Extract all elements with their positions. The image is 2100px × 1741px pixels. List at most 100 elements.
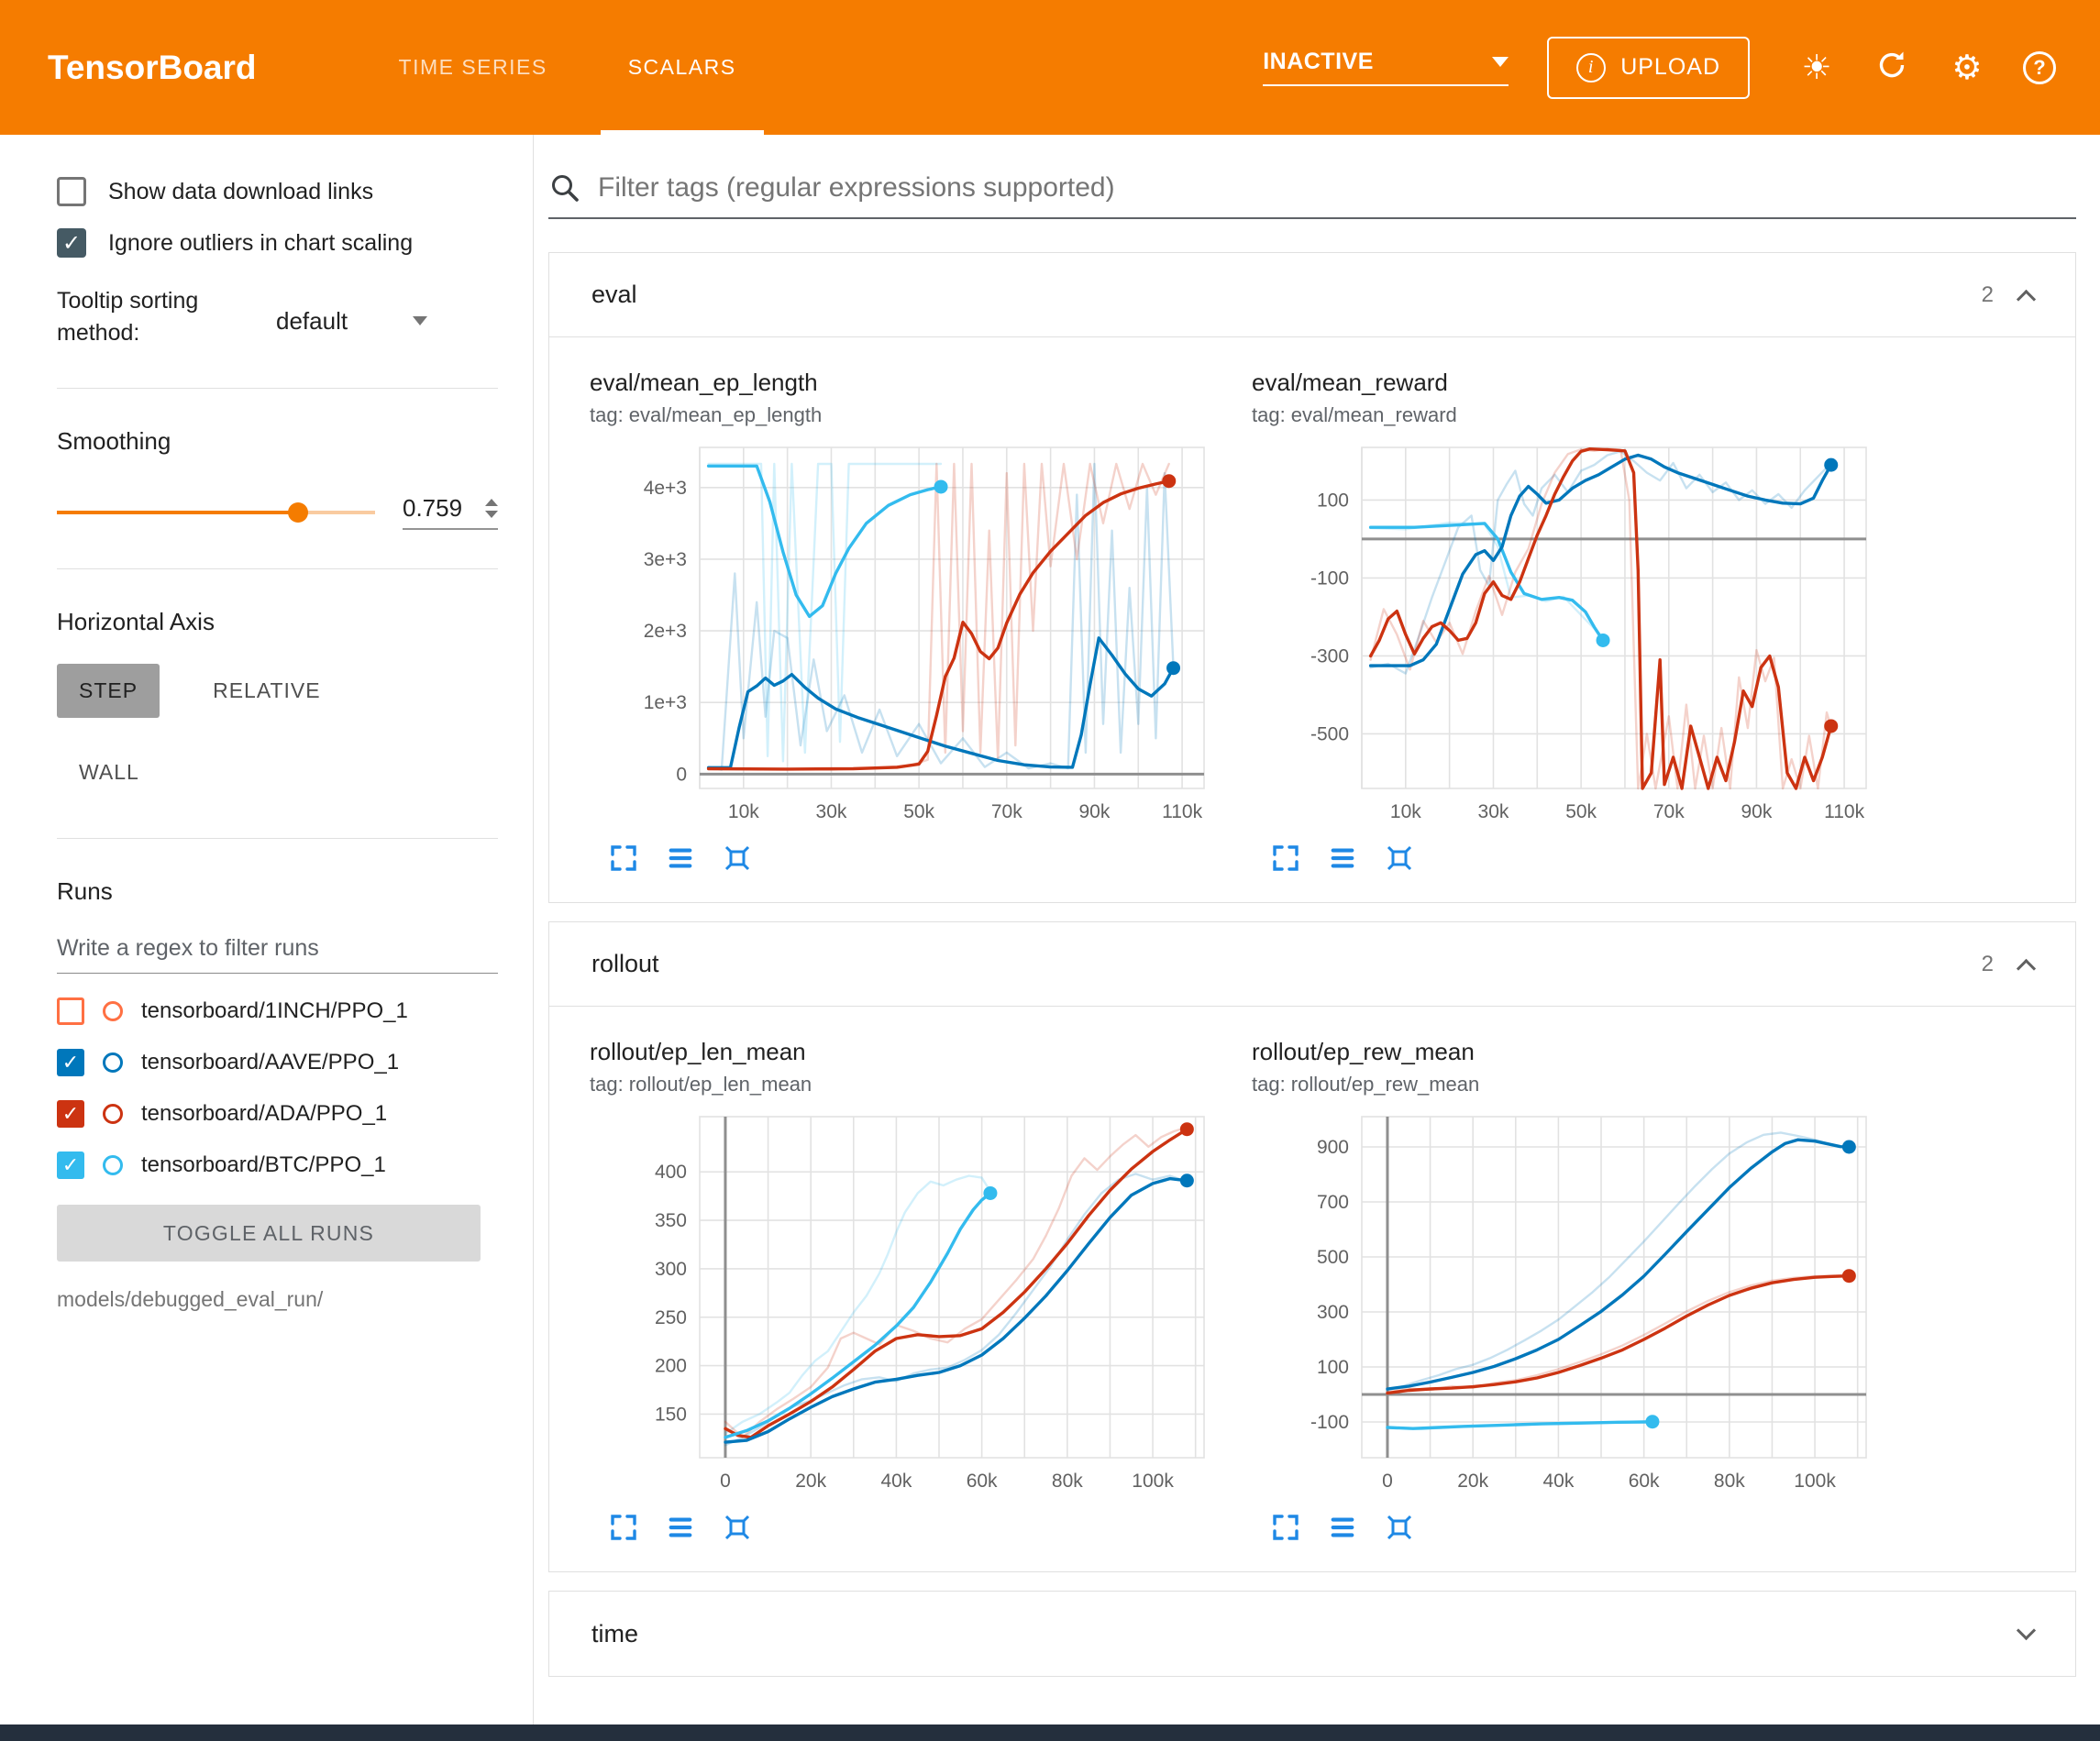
show-download-links-row[interactable]: Show data download links — [57, 177, 498, 206]
dropdown-caret-icon — [413, 316, 427, 325]
svg-text:110k: 110k — [1162, 801, 1202, 822]
ignore-outliers-checkbox[interactable]: ✓ — [57, 228, 86, 258]
run-row[interactable]: ✓ tensorboard/BTC/PPO_1 — [57, 1151, 498, 1179]
section-title: eval — [591, 281, 637, 308]
svg-text:2e+3: 2e+3 — [644, 621, 687, 642]
settings-gear-icon[interactable]: ⚙ — [1951, 49, 1983, 86]
axis-step-button[interactable]: STEP — [57, 664, 160, 718]
chart-canvas[interactable]: 0 20k 40k 60k 80k 100k 150 200 250 300 350 400 — [590, 1107, 1232, 1500]
svg-text:50k: 50k — [903, 801, 934, 822]
ignore-outliers-row[interactable]: ✓ Ignore outliers in chart scaling — [57, 228, 498, 258]
smoothing-slider[interactable] — [57, 501, 375, 523]
run-checkbox[interactable]: ✓ — [57, 1100, 84, 1128]
svg-text:150: 150 — [655, 1404, 687, 1425]
fit-domain-button[interactable] — [1384, 843, 1415, 875]
section-header-eval[interactable]: eval 2 — [549, 253, 2075, 337]
status-dropdown-value: INACTIVE — [1263, 49, 1374, 74]
run-label: tensorboard/AAVE/PPO_1 — [141, 1050, 400, 1074]
svg-text:90k: 90k — [1079, 801, 1111, 822]
cards: eval 2 eval/mean_ep_length tag: eval/mean_e… — [548, 252, 2076, 1724]
toggle-all-runs-button[interactable]: TOGGLE ALL RUNS — [57, 1205, 481, 1262]
chevron-up-icon[interactable] — [2016, 958, 2037, 979]
data-table-button[interactable] — [665, 1513, 696, 1544]
chart-tag: tag: eval/mean_ep_length — [590, 403, 823, 426]
runs-list: tensorboard/1INCH/PPO_1 ✓ tensorboard/AAVE… — [57, 997, 498, 1179]
app-header: TensorBoard TIME SERIES SCALARS INACTIVE… — [0, 0, 2100, 135]
expand-chart-button[interactable] — [1270, 843, 1301, 875]
run-checkbox[interactable] — [57, 997, 84, 1025]
tab-time-series[interactable]: TIME SERIES — [398, 55, 547, 79]
run-label: tensorboard/ADA/PPO_1 — [141, 1101, 388, 1126]
svg-text:40k: 40k — [1542, 1471, 1574, 1492]
chart-canvas[interactable]: 10k 30k 50k 70k 90k 110k 100 -100 -300 -500 — [1252, 438, 1894, 831]
smoothing-value-box[interactable] — [403, 494, 498, 530]
chart-canvas[interactable]: 10k 30k 50k 70k 90k 110k 0 1e+3 2e+3 3e+3 4e+3 — [590, 438, 1232, 831]
section-header-rollout[interactable]: rollout 2 — [549, 922, 2075, 1007]
data-table-button[interactable] — [1327, 1513, 1358, 1544]
chart-tag: tag: eval/mean_reward — [1252, 403, 1457, 426]
upload-button[interactable]: i UPLOAD — [1547, 36, 1750, 99]
axis-wall-button[interactable]: WALL — [57, 745, 161, 799]
content-area: Show data download links ✓ Ignore outlie… — [0, 135, 2100, 1724]
data-table-button[interactable] — [1327, 843, 1358, 875]
tag-filter-input[interactable] — [598, 172, 2076, 204]
section-card-rollout: rollout 2 rollout/ep_len_mean tag: rollout/… — [548, 921, 2076, 1572]
chart-tag: tag: rollout/ep_len_mean — [590, 1073, 812, 1096]
stepper-icons[interactable] — [485, 499, 498, 518]
run-row[interactable]: tensorboard/1INCH/PPO_1 — [57, 997, 498, 1025]
expand-chart-button[interactable] — [1270, 1513, 1301, 1544]
tab-scalars[interactable]: SCALARS — [600, 0, 764, 135]
section-count: 2 — [1981, 281, 1994, 307]
chart-title: rollout/ep_rew_mean — [1252, 1038, 1475, 1065]
svg-text:110k: 110k — [1824, 801, 1864, 822]
help-icon[interactable]: ? — [2023, 50, 2056, 84]
run-checkbox[interactable]: ✓ — [57, 1151, 84, 1179]
status-dropdown[interactable]: INACTIVE — [1263, 49, 1509, 86]
svg-text:0: 0 — [676, 764, 687, 785]
run-row[interactable]: ✓ tensorboard/ADA/PPO_1 — [57, 1100, 498, 1128]
svg-text:100k: 100k — [1132, 1471, 1174, 1492]
svg-text:10k: 10k — [728, 801, 759, 822]
horizontal-axis-label: Horizontal Axis — [57, 608, 215, 635]
show-download-links-checkbox[interactable] — [57, 177, 86, 206]
svg-text:3e+3: 3e+3 — [644, 549, 687, 570]
runs-label: Runs — [57, 877, 113, 905]
tooltip-sorting-label: Tooltip sorting method: — [57, 288, 199, 346]
refresh-icon[interactable] — [1873, 49, 1911, 87]
fit-domain-button[interactable] — [722, 843, 753, 875]
fit-domain-button[interactable] — [722, 1513, 753, 1544]
info-icon: i — [1576, 52, 1607, 83]
runs-filter-input[interactable] — [57, 931, 498, 974]
upload-button-label: UPLOAD — [1620, 54, 1720, 80]
svg-text:500: 500 — [1317, 1247, 1349, 1268]
chart-canvas[interactable]: 0 20k 40k 60k 80k 100k -100 100 300 500 700 900 — [1252, 1107, 1894, 1500]
svg-text:-500: -500 — [1310, 723, 1349, 744]
bottom-bar — [0, 1724, 2100, 1741]
svg-text:-100: -100 — [1310, 1412, 1349, 1433]
svg-text:900: 900 — [1317, 1137, 1349, 1158]
chevron-up-icon[interactable] — [2016, 289, 2037, 310]
axis-relative-button[interactable]: RELATIVE — [191, 664, 343, 718]
section-title: rollout — [591, 950, 659, 977]
chart-eval-mean-ep-length: eval/mean_ep_length tag: eval/mean_ep_len… — [590, 369, 1232, 875]
tag-filter[interactable] — [548, 171, 2076, 219]
expand-chart-button[interactable] — [608, 843, 639, 875]
chevron-down-icon[interactable] — [2016, 1620, 2037, 1640]
run-checkbox[interactable]: ✓ — [57, 1049, 84, 1076]
check-icon: ✓ — [61, 230, 82, 256]
section-header-time[interactable]: time — [549, 1592, 2075, 1676]
svg-text:100: 100 — [1317, 1357, 1349, 1378]
smoothing-value-input[interactable] — [403, 494, 469, 523]
run-row[interactable]: ✓ tensorboard/AAVE/PPO_1 — [57, 1049, 498, 1076]
stepper-up-icon[interactable] — [485, 499, 498, 506]
fit-domain-button[interactable] — [1384, 1513, 1415, 1544]
stepper-down-icon[interactable] — [485, 511, 498, 518]
tooltip-sorting-select[interactable]: default — [276, 285, 427, 349]
expand-chart-button[interactable] — [608, 1513, 639, 1544]
data-table-button[interactable] — [665, 843, 696, 875]
slider-thumb[interactable] — [288, 501, 309, 523]
svg-text:90k: 90k — [1741, 801, 1773, 822]
brightness-icon[interactable]: ☀ — [1801, 49, 1832, 86]
search-icon — [552, 175, 579, 202]
